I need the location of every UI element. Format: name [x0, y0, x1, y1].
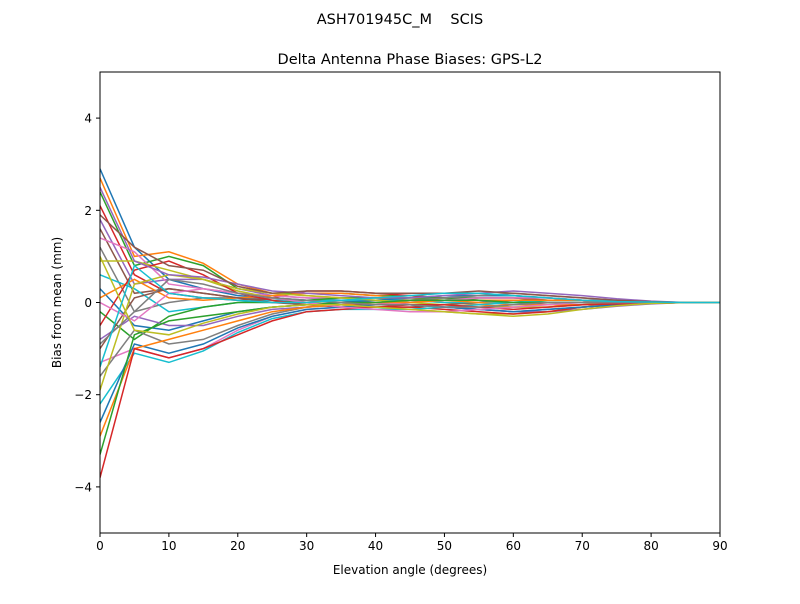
series-line-25: [100, 186, 720, 304]
x-tick-label: 10: [161, 539, 176, 553]
x-axis: 0 10 20 30 40 50 60 70 80 90: [96, 533, 728, 553]
y-tick-label: −2: [74, 388, 92, 402]
series-line-28: [100, 278, 720, 345]
x-tick-label: 70: [575, 539, 590, 553]
y-tick-label: 2: [84, 204, 92, 218]
chart-title: Delta Antenna Phase Biases: GPS-L2: [278, 52, 543, 68]
x-tick-label: 30: [299, 539, 314, 553]
y-tick-label: 0: [84, 296, 92, 310]
y-tick-label: 4: [84, 112, 92, 126]
series-lines: [100, 168, 720, 478]
x-tick-label: 90: [712, 539, 727, 553]
x-tick-label: 60: [506, 539, 521, 553]
suptitle: ASH701945C_M SCIS: [317, 12, 484, 28]
x-tick-label: 80: [643, 539, 658, 553]
x-axis-label: Elevation angle (degrees): [333, 563, 487, 577]
y-tick-label: −4: [74, 480, 92, 494]
series-line-29: [100, 256, 720, 336]
series-line-26: [100, 214, 720, 304]
y-axis: −4 −2 0 2 4: [74, 112, 100, 494]
series-line-21: [100, 301, 720, 423]
series-line-30: [100, 264, 720, 368]
y-axis-label: Bias from mean (mm): [50, 237, 64, 368]
series-line-24: [100, 301, 720, 478]
x-tick-label: 20: [230, 539, 245, 553]
series-line-22: [100, 299, 720, 437]
x-tick-label: 0: [96, 539, 104, 553]
x-tick-label: 40: [368, 539, 383, 553]
x-tick-label: 50: [437, 539, 452, 553]
